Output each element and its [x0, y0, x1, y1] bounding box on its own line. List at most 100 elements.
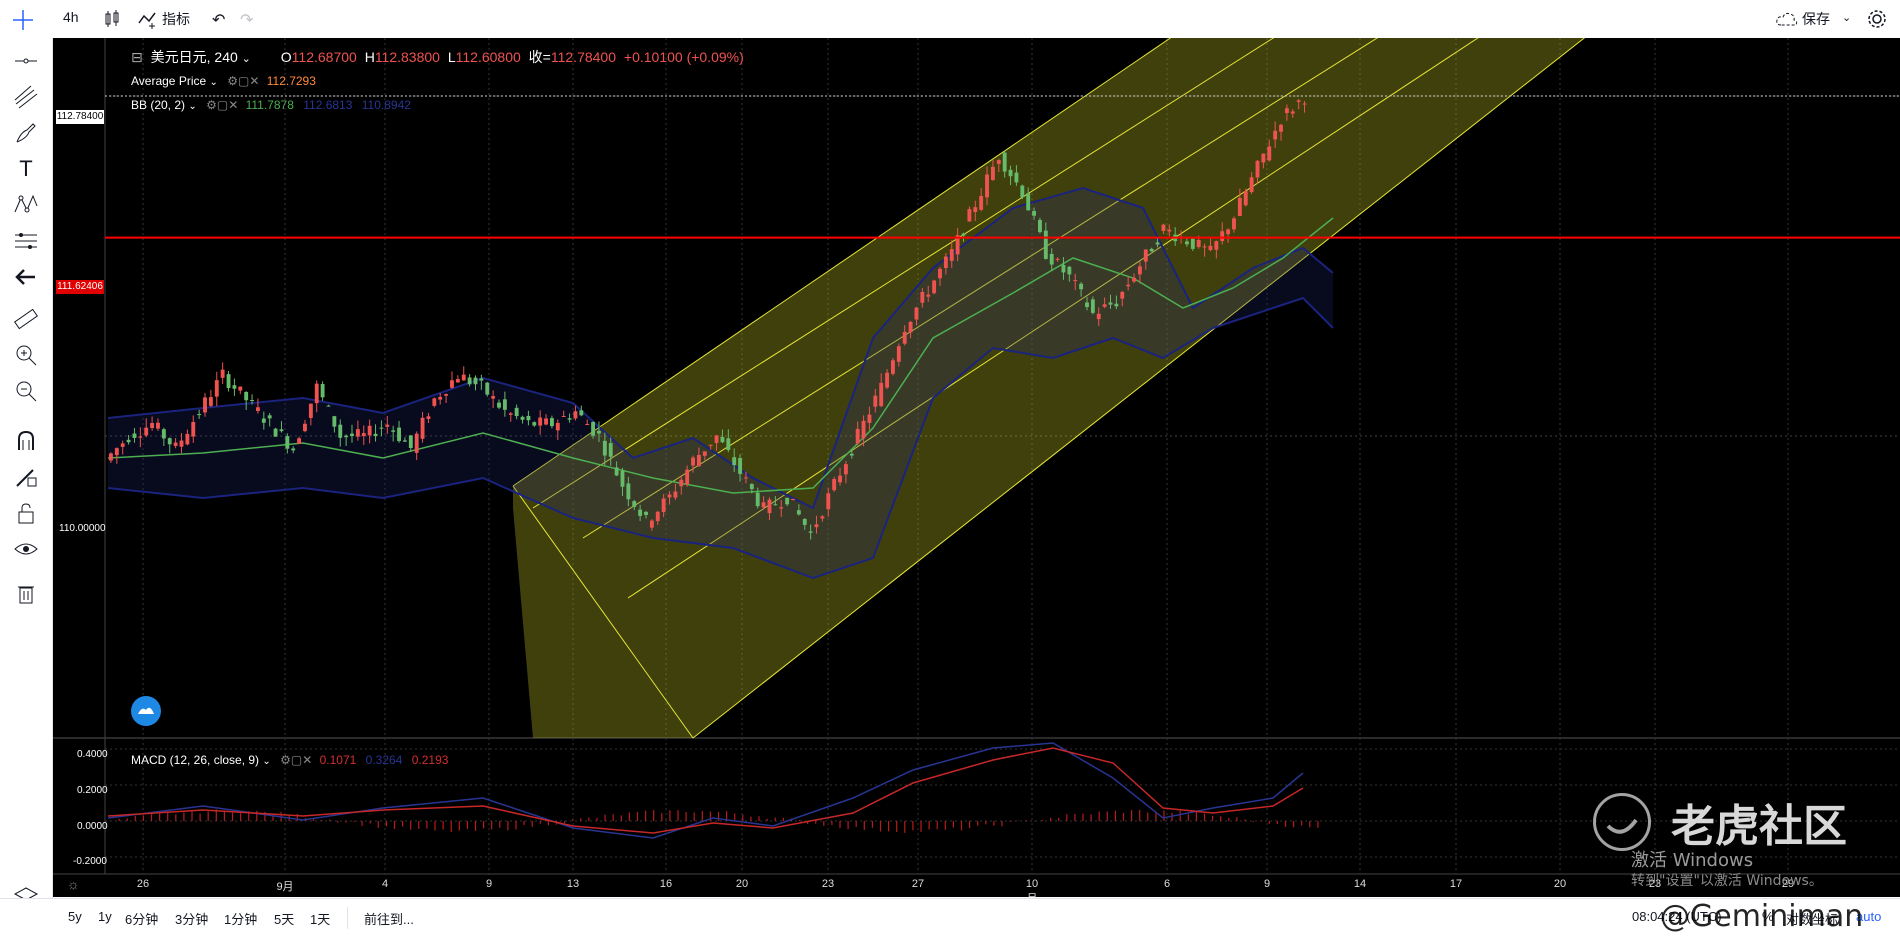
- time-axis[interactable]: 269月49131620232710月691417202329: [53, 874, 1900, 905]
- auto-scale-toggle[interactable]: auto: [1856, 909, 1882, 924]
- clock[interactable]: 08:04:24 (UTC): [1632, 909, 1722, 924]
- watermark-activate-2: 转到"设置"以激活 Windows。: [1631, 873, 1823, 889]
- candle-body: [1137, 266, 1142, 275]
- goto-button[interactable]: 前往到...: [364, 912, 414, 927]
- candle-body: [414, 433, 419, 453]
- chevron-down-icon[interactable]: ⌄: [209, 77, 218, 88]
- chevron-down-icon[interactable]: ⌄: [241, 53, 251, 65]
- channel-line: [627, 38, 1479, 599]
- measure-tool-icon[interactable]: [13, 228, 39, 254]
- pencil-lock-icon[interactable]: [13, 464, 39, 490]
- open-label: O: [280, 49, 292, 65]
- candle-body: [726, 438, 731, 450]
- price-chart-svg[interactable]: [53, 38, 1900, 897]
- range-1y[interactable]: 1y: [98, 909, 112, 924]
- candle-body: [1261, 153, 1266, 163]
- avg-price-name[interactable]: Average Price: [131, 74, 207, 88]
- candle-body: [220, 369, 225, 378]
- candle-body: [814, 524, 819, 528]
- candle-body: [402, 440, 407, 442]
- text-tool-icon[interactable]: T: [19, 156, 33, 181]
- candles-icon[interactable]: [102, 9, 122, 29]
- time-tick: 9: [1263, 878, 1271, 890]
- candle-body: [955, 235, 960, 255]
- range-5y[interactable]: 5y: [68, 909, 82, 924]
- low-value: 112.60800: [455, 49, 521, 65]
- tradingview-logo-icon[interactable]: [131, 696, 161, 726]
- indicator-buttons-icon[interactable]: ⚙▢✕: [227, 74, 260, 88]
- collapse-icon[interactable]: ⊟: [131, 49, 143, 65]
- interval-button[interactable]: 4h: [63, 9, 79, 25]
- range-1d[interactable]: 1天: [310, 912, 331, 927]
- candle-body: [167, 438, 172, 445]
- pattern-tool-icon[interactable]: [13, 192, 39, 218]
- macd-line: [107, 742, 1304, 839]
- brush-icon[interactable]: [13, 120, 39, 146]
- undo-icon[interactable]: ↶: [212, 12, 226, 29]
- range-5d[interactable]: 5天: [274, 912, 295, 927]
- percent-toggle[interactable]: %: [1762, 909, 1774, 924]
- last-price-label: 112.78400: [56, 110, 104, 124]
- eye-icon[interactable]: [13, 536, 39, 562]
- tiger-logo-icon: [1593, 793, 1651, 851]
- chevron-down-icon[interactable]: ⌄: [1842, 12, 1852, 24]
- chevron-down-icon[interactable]: ⌄: [262, 756, 271, 767]
- symbol-name[interactable]: 美元日元, 240: [150, 49, 238, 65]
- candle-body: [1208, 245, 1213, 251]
- candle-body: [350, 433, 354, 437]
- save-button[interactable]: 保存: [1802, 11, 1830, 27]
- back-arrow-icon[interactable]: [13, 264, 39, 290]
- open-value: 112.68700: [291, 49, 357, 65]
- indicators-button[interactable]: 指标: [162, 11, 190, 27]
- candle-body: [891, 360, 895, 374]
- candle-body: [191, 422, 196, 437]
- avg-price-value: 112.7293: [266, 74, 316, 88]
- redo-icon[interactable]: ↷: [240, 12, 254, 29]
- candle-body: [1079, 283, 1084, 290]
- indicator-buttons-icon[interactable]: ⚙▢✕: [206, 98, 239, 112]
- settings-small-icon[interactable]: ☼: [67, 876, 80, 892]
- candle-body: [555, 422, 560, 431]
- time-tick: 29: [1781, 878, 1795, 890]
- candle-body: [561, 416, 566, 418]
- candle-body: [208, 397, 213, 406]
- chart-area[interactable]: ⊟ 美元日元, 240 ⌄ O112.68700 H112.83800 L112…: [53, 38, 1900, 905]
- indicator-buttons-icon[interactable]: ⚙▢✕: [280, 753, 313, 767]
- time-tick: 23: [821, 878, 835, 890]
- bb-name[interactable]: BB (20, 2): [131, 98, 186, 112]
- macd-value-1: 0.1071: [319, 753, 357, 767]
- zoom-out-icon[interactable]: [13, 378, 39, 404]
- bb-mid-value: 111.7878: [245, 98, 294, 112]
- candle-body: [1032, 211, 1037, 216]
- macd-tick-2: 0.0000: [77, 821, 108, 832]
- bb-upper-line: [107, 186, 1334, 510]
- cloud-icon[interactable]: [1775, 9, 1799, 29]
- lock-icon[interactable]: [13, 500, 39, 526]
- candle-body: [920, 291, 925, 303]
- chevron-down-icon[interactable]: ⌄: [188, 101, 197, 112]
- horizontal-line-tool-icon[interactable]: [13, 48, 39, 74]
- indicators-icon[interactable]: [138, 9, 158, 29]
- trend-tools-icon[interactable]: [13, 84, 39, 110]
- low-label: L: [447, 49, 456, 65]
- time-tick: 20: [1553, 878, 1567, 890]
- candle-body: [232, 385, 237, 389]
- crosshair-icon[interactable]: [12, 9, 34, 31]
- candle-body: [126, 439, 131, 443]
- ruler-icon[interactable]: [13, 306, 39, 332]
- trash-icon[interactable]: [13, 580, 39, 606]
- log-scale-toggle[interactable]: 对数坐标: [1786, 912, 1839, 927]
- range-1min[interactable]: 1分钟: [224, 912, 258, 927]
- candle-body: [1008, 169, 1013, 177]
- zoom-in-icon[interactable]: [13, 342, 39, 368]
- candle-body: [832, 479, 837, 491]
- magnet-icon[interactable]: [13, 428, 39, 454]
- settings-icon[interactable]: [1866, 8, 1888, 30]
- time-tick: 4: [381, 878, 389, 890]
- macd-name[interactable]: MACD (12, 26, close, 9): [131, 753, 260, 767]
- candle-body: [1196, 239, 1201, 247]
- range-6min[interactable]: 6分钟: [125, 912, 159, 927]
- candle-body: [185, 433, 190, 445]
- candle-body: [655, 511, 660, 522]
- range-3min[interactable]: 3分钟: [175, 912, 209, 927]
